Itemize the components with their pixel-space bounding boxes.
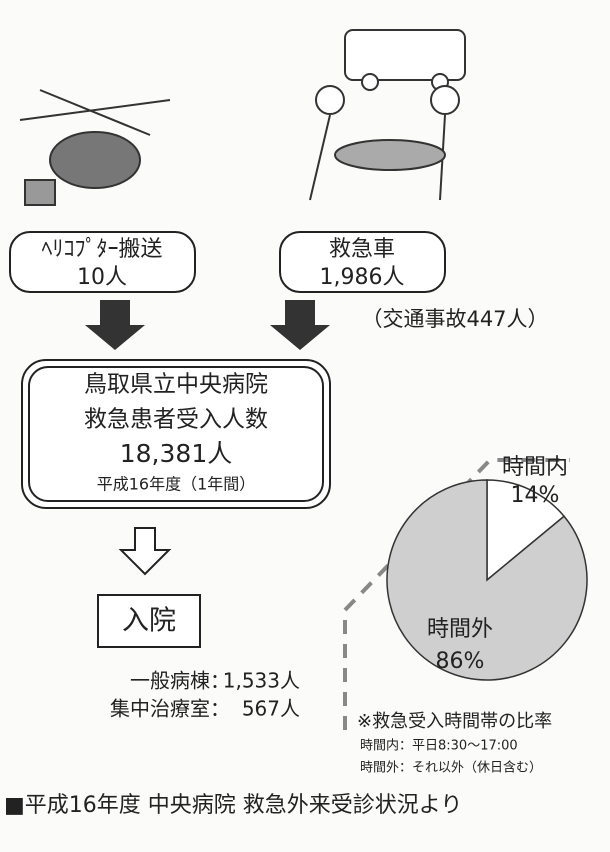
hospital-period: 平成16年度（1年間） [97, 475, 256, 494]
pie-value-label: 86% [436, 649, 485, 674]
note-title: ※救急受入時間帯の比率 [357, 711, 552, 732]
ambulance-label: 救急車 [329, 237, 395, 262]
row-label: 集中治療室： [110, 697, 230, 721]
note-line: 時間外：それ以外（休日含む） [360, 760, 542, 776]
helicopter-label: ﾍﾘｺﾌﾟﾀｰ搬送 [41, 237, 162, 262]
page: ﾍﾘｺﾌﾟﾀｰ搬送 10人 救急車 1,986人 （交通事故447人） 鳥取県立… [0, 0, 610, 852]
hospital-count: 18,381人 [120, 439, 232, 468]
ambulance-count: 1,986人 [320, 265, 405, 290]
note-line: 時間内：平日8:30～17:00 [360, 738, 518, 754]
hospital-name: 鳥取県立中央病院 [84, 372, 268, 398]
helicopter-count: 10人 [77, 265, 127, 290]
pie-label: 時間内 [502, 455, 568, 480]
admission-title: 入院 [122, 606, 176, 637]
pie-value-label: 14% [511, 483, 560, 508]
hospital-label: 救急患者受入人数 [84, 407, 268, 433]
row-label: 一般病棟： [130, 669, 230, 693]
footer: ■平成16年度 中央病院 救急外来受診状況より [4, 793, 462, 818]
ambulance-note: （交通事故447人） [361, 307, 548, 331]
pie-label: 時間外 [427, 617, 493, 642]
row-value: 567人 [242, 697, 300, 721]
row-value: 1,533人 [223, 669, 300, 693]
